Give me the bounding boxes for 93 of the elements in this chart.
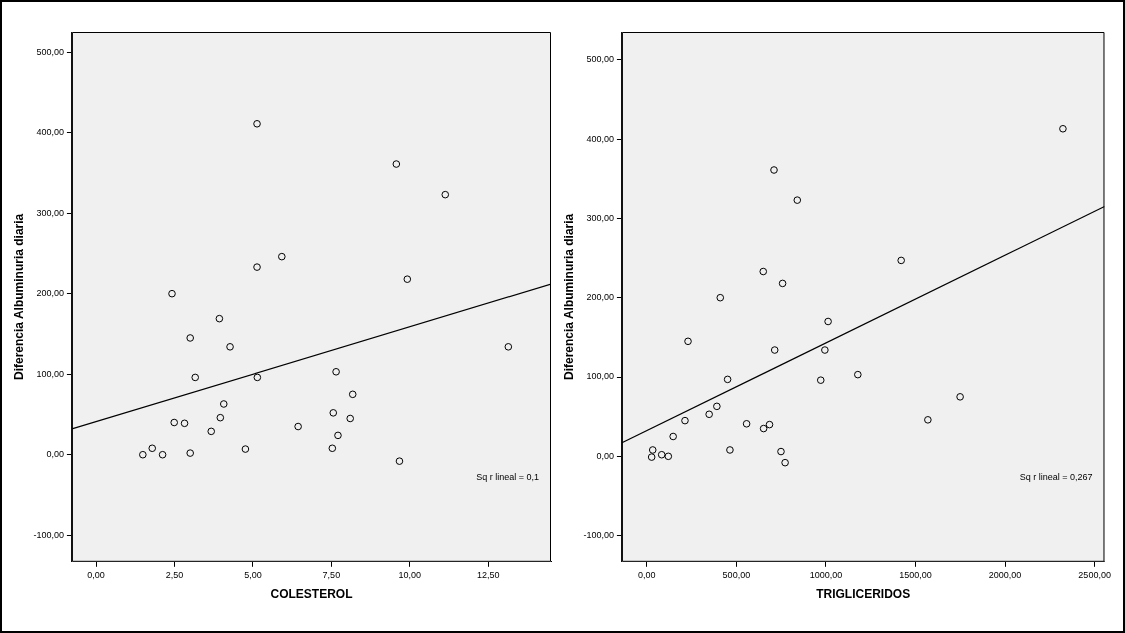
point bbox=[765, 420, 774, 429]
x-tick-label: 12,50 bbox=[476, 569, 500, 580]
y-tick-label: 200,00 bbox=[586, 292, 614, 303]
y-tick-label: 400,00 bbox=[36, 127, 64, 138]
point bbox=[664, 452, 673, 461]
point bbox=[781, 458, 789, 467]
point bbox=[346, 414, 355, 423]
point bbox=[441, 190, 450, 199]
point bbox=[191, 373, 200, 382]
point bbox=[253, 119, 261, 128]
point bbox=[216, 413, 225, 422]
y-tick-label: -100,00 bbox=[33, 529, 64, 540]
point bbox=[180, 419, 189, 428]
point bbox=[705, 410, 713, 419]
y-axis-title: Diferencia Albuminuria diaria bbox=[11, 213, 26, 381]
point bbox=[168, 289, 176, 298]
point bbox=[392, 160, 401, 168]
x-tick-label: 2,50 bbox=[165, 569, 184, 580]
point bbox=[777, 447, 785, 456]
point bbox=[824, 317, 832, 326]
y-tick-label: 400,00 bbox=[586, 133, 614, 144]
point bbox=[647, 453, 656, 461]
point bbox=[294, 422, 302, 431]
x-tick-label: 7,50 bbox=[322, 569, 341, 580]
point bbox=[504, 343, 513, 351]
point bbox=[348, 390, 357, 399]
x-tick-label: 2500,00 bbox=[1078, 569, 1111, 580]
y-tick-label: 0,00 bbox=[46, 449, 64, 460]
point bbox=[139, 450, 147, 459]
annotation: Sq r lineal = 0,1 bbox=[476, 471, 539, 482]
y-tick-label: 200,00 bbox=[36, 288, 64, 299]
y-tick-label: 500,00 bbox=[36, 46, 64, 57]
point bbox=[278, 252, 286, 261]
point bbox=[241, 445, 250, 453]
annotation: Sq r lineal = 0,267 bbox=[1019, 471, 1093, 482]
point bbox=[186, 334, 194, 342]
y-tick-label: 500,00 bbox=[586, 54, 614, 65]
point bbox=[1059, 124, 1067, 133]
point bbox=[742, 420, 751, 428]
x-tick-label: 0,00 bbox=[87, 569, 105, 580]
x-tick-label: 0,00 bbox=[638, 569, 656, 580]
y-tick-label: 100,00 bbox=[36, 368, 64, 379]
point bbox=[170, 418, 178, 427]
point bbox=[713, 402, 721, 411]
y-tick-label: 100,00 bbox=[586, 371, 614, 382]
point bbox=[395, 457, 404, 465]
point bbox=[924, 416, 932, 424]
point bbox=[215, 314, 224, 323]
point bbox=[759, 424, 768, 433]
x-tick-label: 1000,00 bbox=[809, 569, 843, 580]
point bbox=[328, 444, 337, 453]
point bbox=[158, 450, 167, 459]
point bbox=[770, 166, 778, 174]
point bbox=[684, 337, 692, 346]
point bbox=[723, 375, 732, 384]
y-tick-label: 300,00 bbox=[586, 212, 614, 223]
x-tick-label: 5,00 bbox=[244, 569, 262, 580]
point bbox=[648, 446, 657, 454]
point bbox=[253, 373, 262, 382]
x-tick-label: 10,00 bbox=[398, 569, 422, 580]
x-axis-title: TRIGLICERIDOS bbox=[816, 587, 911, 602]
point bbox=[716, 293, 725, 302]
x-tick-label: 1500,00 bbox=[899, 569, 932, 580]
point bbox=[329, 409, 338, 417]
point bbox=[186, 449, 194, 457]
point bbox=[770, 346, 779, 354]
point bbox=[219, 400, 228, 408]
point bbox=[334, 431, 342, 440]
point bbox=[821, 346, 829, 354]
y-axis-title: Diferencia Albuminuria diaria bbox=[561, 213, 576, 381]
y-tick-label: 300,00 bbox=[36, 207, 64, 218]
point bbox=[854, 370, 862, 379]
point bbox=[207, 427, 216, 436]
y-tick-label: 0,00 bbox=[596, 450, 614, 461]
x-tick-label: 500,00 bbox=[722, 569, 751, 580]
point bbox=[403, 275, 412, 283]
point bbox=[681, 416, 689, 425]
point bbox=[793, 196, 802, 204]
point bbox=[726, 446, 734, 454]
point bbox=[897, 256, 905, 265]
point bbox=[778, 279, 787, 288]
point bbox=[657, 450, 666, 459]
x-axis-title: COLESTEROL bbox=[270, 587, 353, 602]
point bbox=[226, 343, 234, 351]
point bbox=[956, 393, 964, 401]
point bbox=[253, 263, 261, 271]
point bbox=[669, 432, 677, 441]
point bbox=[148, 444, 157, 453]
point bbox=[759, 267, 768, 276]
y-tick-label: -100,00 bbox=[583, 530, 614, 541]
point bbox=[816, 376, 825, 384]
x-tick-label: 2000,00 bbox=[988, 569, 1022, 580]
point bbox=[332, 367, 340, 376]
